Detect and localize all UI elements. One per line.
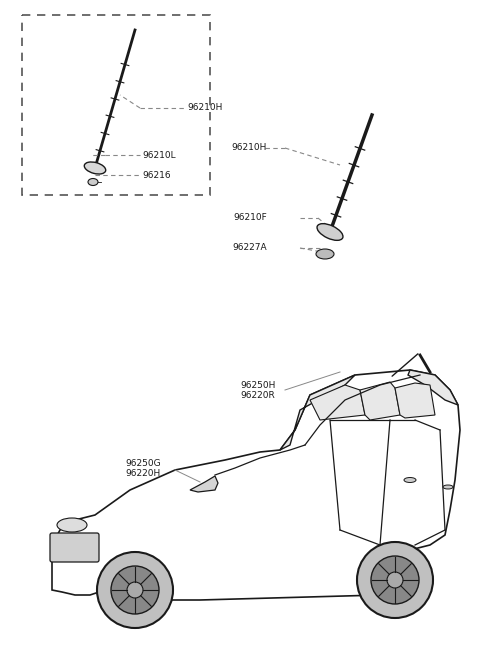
FancyBboxPatch shape xyxy=(50,533,99,562)
Text: 96220H: 96220H xyxy=(125,468,160,477)
Text: 96216: 96216 xyxy=(142,170,170,179)
Polygon shape xyxy=(408,370,458,405)
Ellipse shape xyxy=(317,223,343,240)
Polygon shape xyxy=(360,382,400,420)
Text: 96210H: 96210H xyxy=(232,143,267,153)
Ellipse shape xyxy=(84,162,106,174)
Circle shape xyxy=(97,552,173,628)
Ellipse shape xyxy=(88,179,98,185)
Circle shape xyxy=(371,556,419,604)
Polygon shape xyxy=(280,375,355,450)
Text: 96250H: 96250H xyxy=(240,381,276,390)
Text: 96220R: 96220R xyxy=(240,390,275,400)
Circle shape xyxy=(111,566,159,614)
Circle shape xyxy=(357,542,433,618)
Polygon shape xyxy=(395,383,435,418)
Polygon shape xyxy=(190,476,218,492)
Ellipse shape xyxy=(443,485,453,489)
Ellipse shape xyxy=(57,518,87,532)
Circle shape xyxy=(127,582,143,598)
Ellipse shape xyxy=(316,249,334,259)
Ellipse shape xyxy=(404,477,416,483)
Text: 96250G: 96250G xyxy=(125,458,161,468)
Text: 96210L: 96210L xyxy=(142,151,176,160)
Text: 96210H: 96210H xyxy=(187,103,222,113)
Polygon shape xyxy=(310,385,365,420)
Text: 96210F: 96210F xyxy=(233,214,267,223)
Text: 96227A: 96227A xyxy=(232,244,267,252)
Circle shape xyxy=(387,572,403,588)
